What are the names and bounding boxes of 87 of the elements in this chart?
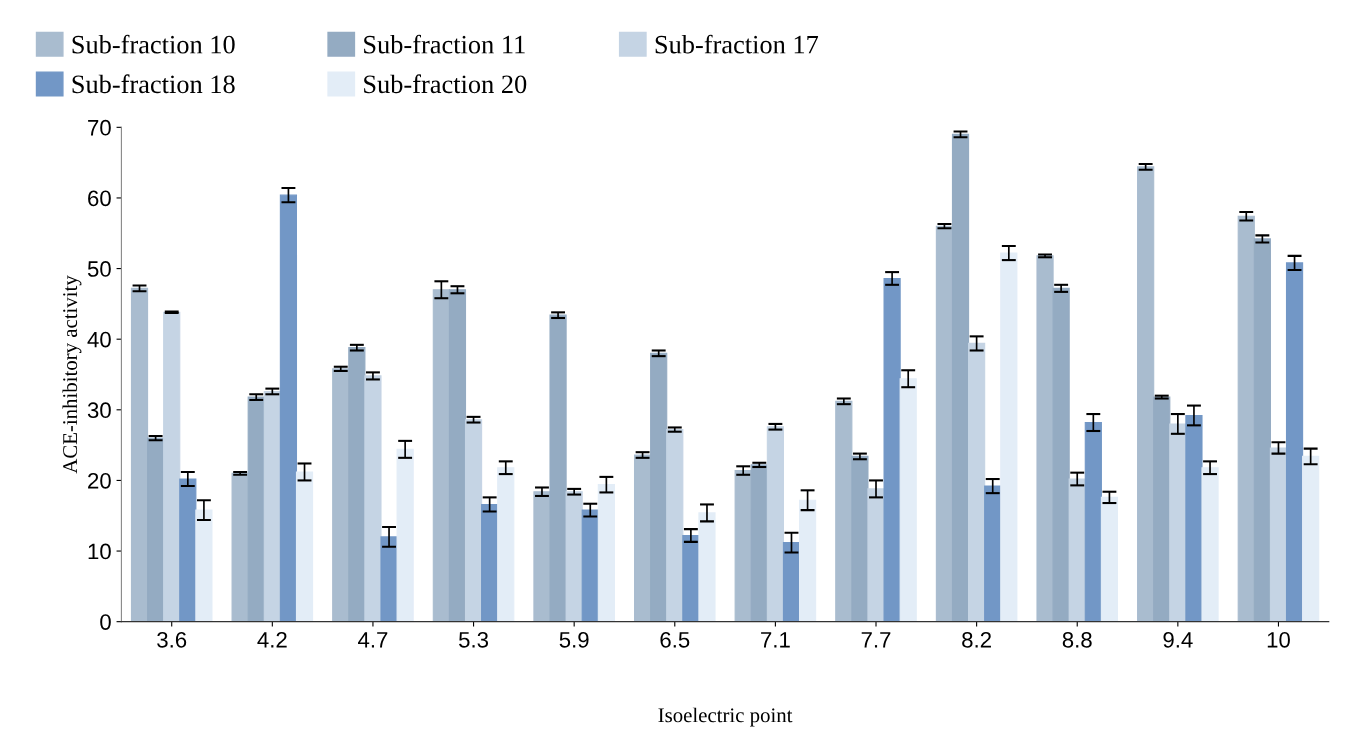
bar <box>1237 215 1255 622</box>
bar <box>1302 455 1320 622</box>
bar <box>332 368 350 622</box>
bar <box>984 485 1002 622</box>
bar <box>1036 255 1054 622</box>
x-axis-title: Isoelectric point <box>658 707 793 727</box>
bar <box>633 454 652 622</box>
legend-label: Sub-fraction 10 <box>72 34 235 54</box>
bar <box>163 311 181 622</box>
bar <box>497 467 515 622</box>
bar <box>666 429 684 622</box>
y-tick-label: 40 <box>87 331 111 348</box>
x-tick-label: 8.2 <box>962 631 991 648</box>
legend-label: Sub-fraction 17 <box>655 34 819 54</box>
bar <box>1100 496 1119 622</box>
bar <box>734 469 752 622</box>
bar <box>798 499 817 622</box>
y-tick-label: 0 <box>100 614 111 630</box>
bar <box>481 503 499 622</box>
bar <box>851 455 869 622</box>
bar <box>581 509 599 622</box>
x-tick-label: 5.9 <box>559 631 589 648</box>
bar <box>1137 166 1155 622</box>
legend-label: Sub-fraction 18 <box>72 74 235 94</box>
bar <box>698 512 716 622</box>
x-tick-label: 4.2 <box>257 631 287 648</box>
bar <box>597 484 615 622</box>
bar <box>899 378 917 622</box>
bar <box>766 426 784 622</box>
bar <box>231 472 249 622</box>
bar <box>195 509 213 622</box>
y-tick-label: 60 <box>88 190 111 207</box>
bar <box>247 396 265 622</box>
x-tick-label: 5.3 <box>459 631 489 648</box>
x-tick-label: 3.6 <box>157 631 187 648</box>
bar <box>968 342 986 622</box>
bar <box>364 375 382 622</box>
x-tick-label: 8.8 <box>1062 631 1092 648</box>
bar <box>1153 396 1171 622</box>
bar <box>883 277 901 622</box>
bar <box>396 448 414 622</box>
bar <box>464 419 483 622</box>
bar <box>1169 423 1187 622</box>
bar <box>1269 447 1288 622</box>
y-tick-label: 10 <box>88 543 111 560</box>
bar <box>682 534 700 622</box>
bar <box>432 289 450 622</box>
x-tick-label: 7.1 <box>761 632 790 648</box>
x-tick-label: 4.7 <box>358 632 388 648</box>
y-axis-title: ACE-inhibitory activity <box>62 275 82 474</box>
bar <box>1000 252 1018 622</box>
bar <box>1253 238 1271 622</box>
bar <box>565 491 583 622</box>
bar <box>130 287 149 622</box>
bar <box>835 400 853 622</box>
bar <box>867 488 885 622</box>
x-tick-label: 6.5 <box>660 631 690 648</box>
x-tick-label: 10 <box>1267 631 1290 648</box>
bar <box>1201 467 1219 622</box>
bar <box>147 437 165 622</box>
legend-label: Sub-fraction 20 <box>364 74 527 94</box>
x-tick-label: 9.4 <box>1163 631 1193 648</box>
bar <box>348 347 366 622</box>
bar <box>1052 287 1070 622</box>
x-tick-label: 7.7 <box>861 632 891 648</box>
y-tick-label: 50 <box>87 261 111 277</box>
y-tick-label: 70 <box>88 119 111 136</box>
legend-label: Sub-fraction 11 <box>364 34 525 54</box>
bar <box>380 536 398 622</box>
bar <box>1084 421 1102 622</box>
bar <box>1068 478 1086 622</box>
y-tick-label: 20 <box>88 472 111 489</box>
bar <box>549 314 567 622</box>
bar <box>279 194 298 622</box>
bar <box>295 471 314 622</box>
bar <box>1285 262 1304 622</box>
bar <box>179 478 197 622</box>
bar <box>533 491 551 622</box>
bar <box>935 225 954 622</box>
bar <box>448 289 467 622</box>
bar <box>263 390 281 622</box>
bar <box>650 352 668 622</box>
bar <box>750 464 768 622</box>
bar <box>1185 414 1203 622</box>
bar <box>782 542 801 622</box>
y-tick-label: 30 <box>87 402 111 419</box>
bar <box>951 133 970 622</box>
